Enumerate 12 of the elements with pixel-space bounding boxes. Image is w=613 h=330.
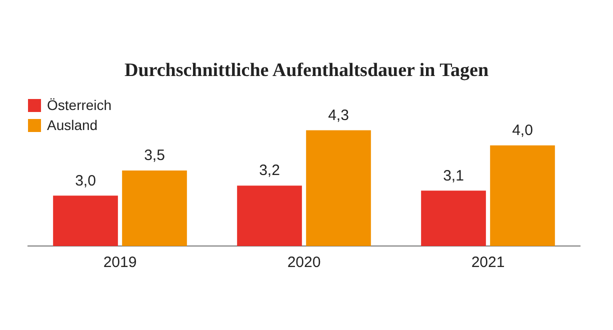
legend-label: Ausland bbox=[47, 117, 98, 133]
data-label: 3,2 bbox=[259, 162, 280, 180]
chart-title: Durchschnittliche Aufenthaltsdauer in Tagen bbox=[123, 60, 490, 82]
x-tick-label: 2021 bbox=[471, 254, 505, 272]
legend-label: Österreich bbox=[47, 97, 112, 113]
data-label: 3,5 bbox=[144, 147, 165, 164]
data-label: 3,0 bbox=[75, 172, 96, 190]
data-label: 3,1 bbox=[443, 167, 464, 184]
data-label: 4,0 bbox=[512, 122, 533, 139]
data-label: 4,3 bbox=[328, 106, 349, 124]
x-tick-label: 2020 bbox=[287, 254, 321, 272]
x-tick-label: 2019 bbox=[103, 254, 137, 272]
